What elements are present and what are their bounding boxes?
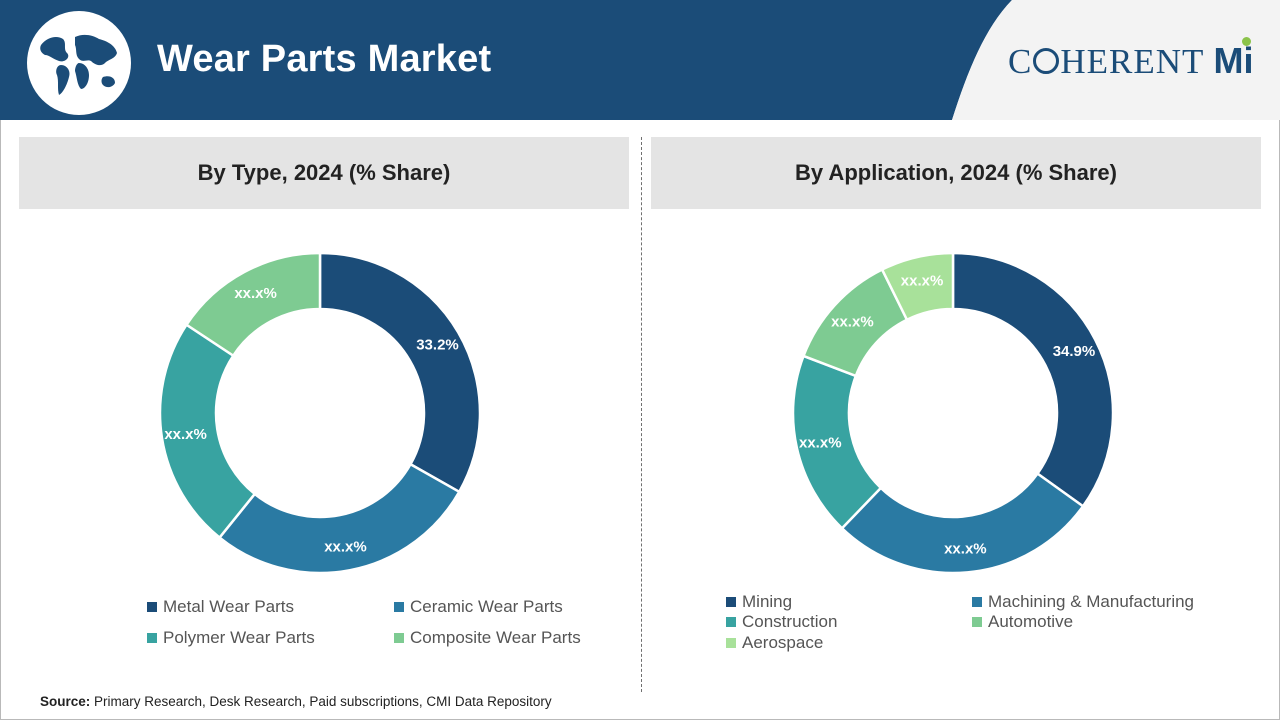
data-label-construction: xx.x% [799, 435, 842, 452]
legend-label: Ceramic Wear Parts [410, 597, 563, 616]
legend-item-construction: Construction [726, 612, 837, 632]
legend-item-ceramic-wear-parts: Ceramic Wear Parts [394, 597, 563, 617]
donut-slice-aerospace [880, 251, 955, 322]
donut-slice-composite-wear-parts [184, 251, 322, 358]
legend-label: Metal Wear Parts [163, 597, 295, 616]
data-label-polymer-wear-parts: xx.x% [164, 426, 207, 443]
data-label-metal-wear-parts: 33.2% [416, 337, 459, 354]
data-label-automotive: xx.x% [831, 313, 874, 330]
data-label-aerospace: xx.x% [901, 273, 944, 290]
logo-crosshair-icon [1033, 48, 1060, 74]
header-banner: Wear Parts Market C HERENT Mi [0, 0, 1280, 120]
legend-item-polymer-wear-parts: Polymer Wear Parts [147, 628, 315, 648]
donut-slice-machining-and-manufacturing [840, 471, 1085, 575]
legend-item-machining-and-manufacturing: Machining & Manufacturing [972, 592, 1194, 612]
legend-item-aerospace: Aerospace [726, 633, 823, 653]
legend-label: Composite Wear Parts [410, 628, 581, 647]
legend-item-automotive: Automotive [972, 612, 1073, 632]
legend-label: Aerospace [742, 633, 824, 652]
legend-swatch [972, 617, 982, 627]
type-donut-chart: 33.2% xx.x% xx.x% xx.x% [158, 251, 482, 575]
donut-slice-mining [951, 251, 1115, 508]
source-note: Source: Primary Research, Desk Research,… [40, 694, 552, 709]
legend-label: Polymer Wear Parts [163, 628, 315, 647]
data-label-machining-and-manufacturing: xx.x% [944, 540, 987, 557]
legend-item-metal-wear-parts: Metal Wear Parts [147, 597, 294, 617]
data-label-mining: 34.9% [1053, 343, 1096, 360]
application-donut-chart: 34.9% xx.x% xx.x% xx.x% xx.x% [791, 251, 1115, 575]
application-chart-title: By Application, 2024 (% Share) [651, 137, 1261, 209]
donut-slice-ceramic-wear-parts [217, 462, 461, 575]
data-label-ceramic-wear-parts: xx.x% [324, 539, 367, 556]
legend-label: Automotive [988, 612, 1074, 631]
legend-swatch [726, 597, 736, 607]
donut-slice-metal-wear-parts [318, 251, 482, 494]
panel-divider [641, 137, 642, 692]
type-chart-title: By Type, 2024 (% Share) [19, 137, 629, 209]
legend-label: Construction [742, 612, 838, 631]
coherent-mi-logo: C HERENT Mi [1008, 37, 1270, 84]
legend-swatch [394, 633, 404, 643]
world-map-icon [27, 11, 131, 115]
legend-swatch [147, 602, 157, 612]
legend-swatch [726, 638, 736, 648]
legend-item-composite-wear-parts: Composite Wear Parts [394, 628, 581, 648]
data-label-composite-wear-parts: xx.x% [234, 285, 277, 302]
legend-item-mining: Mining [726, 592, 792, 612]
legend-label: Machining & Manufacturing [988, 592, 1195, 611]
page-title: Wear Parts Market [157, 38, 492, 80]
legend-swatch [147, 633, 157, 643]
legend-label: Mining [742, 592, 793, 611]
banner-shape [0, 0, 1280, 120]
legend-swatch [972, 597, 982, 607]
legend-swatch [726, 617, 736, 627]
legend-swatch [394, 602, 404, 612]
